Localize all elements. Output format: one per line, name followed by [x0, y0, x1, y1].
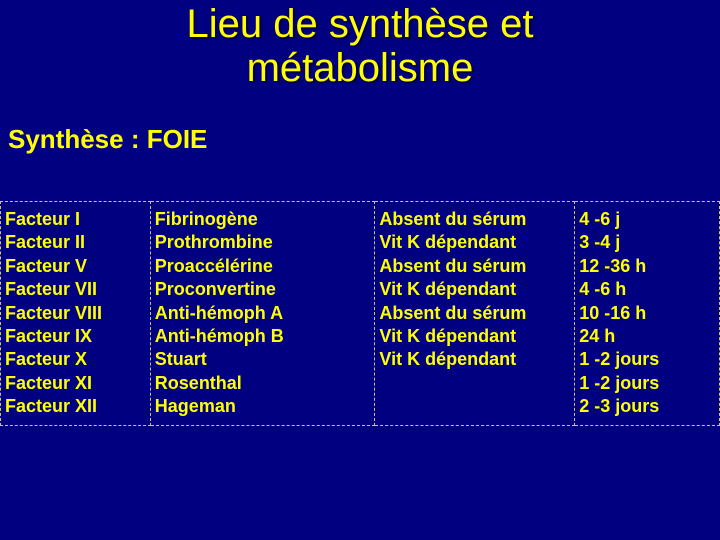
cell-nom: FibrinogèneProthrombineProaccélérineProc… [150, 202, 375, 426]
factors-table: Facteur IFacteur IIFacteur VFacteur VIIF… [0, 201, 720, 426]
subtitle: Synthèse : FOIE [8, 124, 720, 155]
title-line-2: métabolisme [247, 46, 474, 90]
cell-facteur: Facteur IFacteur IIFacteur VFacteur VIIF… [1, 202, 151, 426]
slide-title: Lieu de synthèse et métabolisme [0, 0, 720, 90]
factors-table-wrap: Facteur IFacteur IIFacteur VFacteur VIIF… [0, 201, 720, 426]
table-row: Facteur IFacteur IIFacteur VFacteur VIIF… [1, 202, 720, 426]
title-line-1: Lieu de synthèse et [187, 2, 534, 46]
cell-dependance: Absent du sérumVit K dépendantAbsent du … [375, 202, 575, 426]
cell-demi-vie: 4 -6 j3 -4 j12 -36 h4 -6 h10 -16 h24 h1 … [575, 202, 720, 426]
